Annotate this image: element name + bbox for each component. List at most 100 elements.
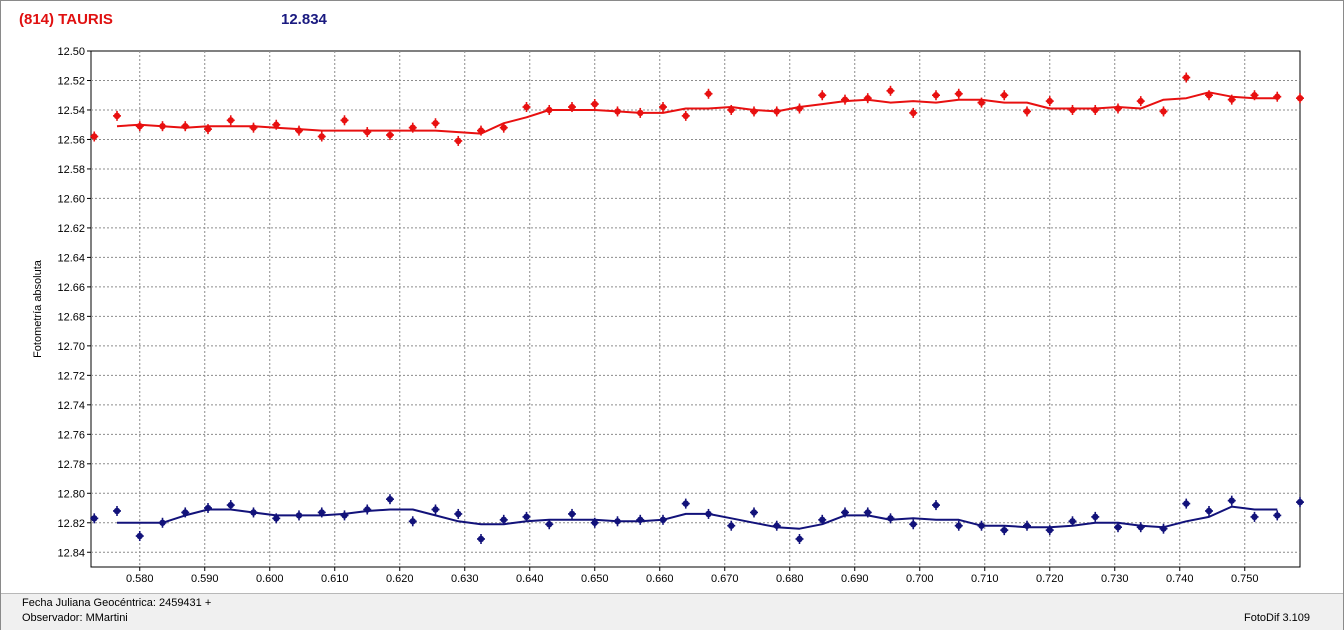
data-point bbox=[613, 516, 622, 527]
data-point bbox=[90, 131, 99, 142]
data-point bbox=[977, 520, 986, 531]
data-point bbox=[1000, 90, 1009, 101]
data-point bbox=[1250, 90, 1259, 101]
y-tick-label: 12.60 bbox=[57, 193, 85, 205]
y-tick-label: 12.64 bbox=[57, 252, 85, 264]
y-axis-ticks: 12.50 12.52 12.54 12.56 12.58 12.60 12.62 12.64… bbox=[57, 46, 91, 559]
data-point bbox=[135, 121, 144, 132]
y-tick-label: 12.68 bbox=[57, 311, 85, 323]
y-tick-label: 12.78 bbox=[57, 459, 85, 471]
data-point bbox=[1159, 523, 1168, 534]
data-point bbox=[681, 498, 690, 509]
x-axis-ticks: 0.580 0.590 0.600 0.610 0.620 0.630 0.640 0.650… bbox=[126, 567, 1259, 585]
data-point bbox=[181, 507, 190, 518]
data-point bbox=[226, 500, 235, 511]
data-point bbox=[204, 124, 212, 135]
data-point bbox=[909, 519, 918, 530]
trend-line bbox=[116, 91, 1278, 135]
data-point bbox=[1114, 103, 1122, 114]
data-point bbox=[886, 513, 895, 524]
y-tick-label: 12.66 bbox=[57, 282, 85, 294]
data-point bbox=[977, 97, 986, 108]
data-point bbox=[1296, 93, 1304, 104]
data-point bbox=[181, 121, 190, 132]
data-point bbox=[113, 110, 121, 121]
data-point bbox=[522, 511, 531, 522]
data-point bbox=[772, 520, 781, 531]
y-tick-label: 12.82 bbox=[57, 518, 85, 530]
data-point bbox=[499, 514, 508, 525]
data-point bbox=[431, 118, 440, 129]
data-point bbox=[1273, 91, 1282, 102]
data-point bbox=[317, 131, 326, 142]
data-point bbox=[1068, 516, 1077, 527]
data-point bbox=[1023, 520, 1031, 531]
data-point bbox=[249, 122, 258, 133]
data-point bbox=[636, 514, 645, 525]
data-point bbox=[1068, 104, 1077, 115]
data-point bbox=[886, 85, 895, 96]
data-point bbox=[1000, 525, 1009, 536]
data-point bbox=[431, 504, 440, 515]
data-point bbox=[863, 93, 872, 104]
data-point bbox=[1136, 96, 1145, 107]
y-tick-label: 12.70 bbox=[57, 341, 85, 353]
data-point bbox=[1091, 511, 1100, 522]
data-point bbox=[1227, 94, 1236, 105]
data-point bbox=[1182, 498, 1191, 509]
data-point bbox=[932, 500, 940, 511]
data-point bbox=[1250, 511, 1259, 522]
data-point bbox=[704, 88, 713, 99]
y-tick-label: 12.52 bbox=[57, 75, 85, 87]
data-point bbox=[1182, 72, 1191, 83]
data-point bbox=[795, 103, 804, 114]
x-tick-label: 0.670 bbox=[711, 573, 739, 585]
photometry-chart: 12.50 12.52 12.54 12.56 12.58 12.60 12.62 12.64… bbox=[32, 46, 1304, 585]
plot-area bbox=[90, 50, 1301, 568]
observer-label: Observador: MMartini bbox=[22, 612, 128, 624]
data-point bbox=[590, 517, 599, 528]
data-point bbox=[681, 110, 690, 121]
data-point bbox=[249, 507, 258, 518]
data-point bbox=[522, 102, 531, 113]
data-point bbox=[659, 102, 667, 113]
data-point bbox=[659, 514, 667, 525]
x-tick-label: 0.580 bbox=[126, 573, 154, 585]
x-tick-label: 0.660 bbox=[646, 573, 674, 585]
data-point bbox=[1227, 495, 1236, 506]
data-point bbox=[204, 503, 212, 514]
data-point bbox=[1273, 510, 1282, 521]
data-point bbox=[795, 533, 804, 544]
x-tick-label: 0.710 bbox=[971, 573, 999, 585]
y-tick-label: 12.58 bbox=[57, 164, 85, 176]
y-tick-label: 12.54 bbox=[57, 105, 85, 117]
data-point bbox=[363, 504, 372, 515]
y-tick-label: 12.76 bbox=[57, 429, 85, 441]
data-point bbox=[704, 508, 713, 519]
data-point bbox=[158, 517, 167, 528]
data-point bbox=[135, 531, 144, 542]
data-point bbox=[636, 107, 645, 118]
y-tick-label: 12.84 bbox=[57, 547, 85, 559]
data-point bbox=[750, 507, 758, 518]
x-tick-label: 0.610 bbox=[321, 573, 349, 585]
data-point bbox=[477, 533, 485, 544]
data-point bbox=[477, 125, 485, 136]
data-point bbox=[363, 127, 372, 138]
data-point bbox=[727, 104, 736, 115]
data-point bbox=[1045, 96, 1054, 107]
data-point bbox=[932, 90, 940, 101]
y-tick-label: 12.72 bbox=[57, 370, 85, 382]
data-point bbox=[454, 135, 463, 146]
data-point bbox=[295, 510, 303, 521]
x-tick-label: 0.600 bbox=[256, 573, 284, 585]
data-point bbox=[1296, 497, 1304, 508]
julian-date-label: Fecha Juliana Geocéntrica: 2459431 + bbox=[22, 597, 212, 609]
data-point bbox=[545, 519, 554, 530]
data-point bbox=[499, 122, 508, 133]
data-series bbox=[90, 72, 1304, 544]
data-point bbox=[1136, 522, 1145, 533]
x-tick-label: 0.700 bbox=[906, 573, 934, 585]
data-point bbox=[408, 516, 417, 527]
x-tick-label: 0.680 bbox=[776, 573, 804, 585]
